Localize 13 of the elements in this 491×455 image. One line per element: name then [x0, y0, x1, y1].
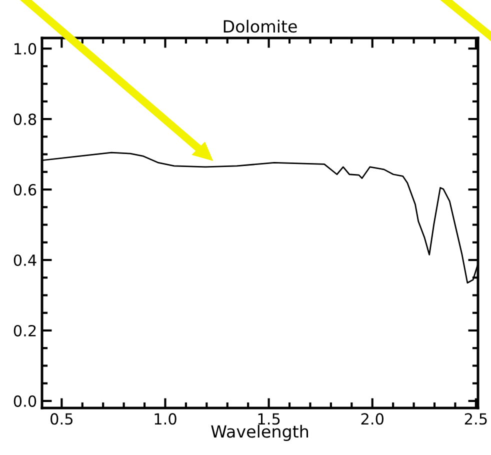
y-tick-label: 0.6	[14, 184, 36, 196]
x-tick-label: 0.5	[50, 413, 72, 425]
y-tick-label: 1.0	[14, 43, 36, 55]
y-tick-label: 0.0	[14, 395, 36, 407]
x-tick-label: 1.0	[154, 413, 176, 425]
y-tick-label: 0.8	[14, 114, 36, 126]
x-axis-title: Wavelength	[211, 424, 308, 441]
y-tick-label: 0.2	[14, 324, 36, 336]
x-tick-label: 2.5	[464, 413, 487, 425]
chart-title: Dolomite	[224, 20, 297, 33]
y-tick-label: 0.4	[14, 254, 36, 266]
x-tick-label: 1.5	[258, 413, 280, 425]
x-tick-label: 2.0	[361, 413, 384, 425]
